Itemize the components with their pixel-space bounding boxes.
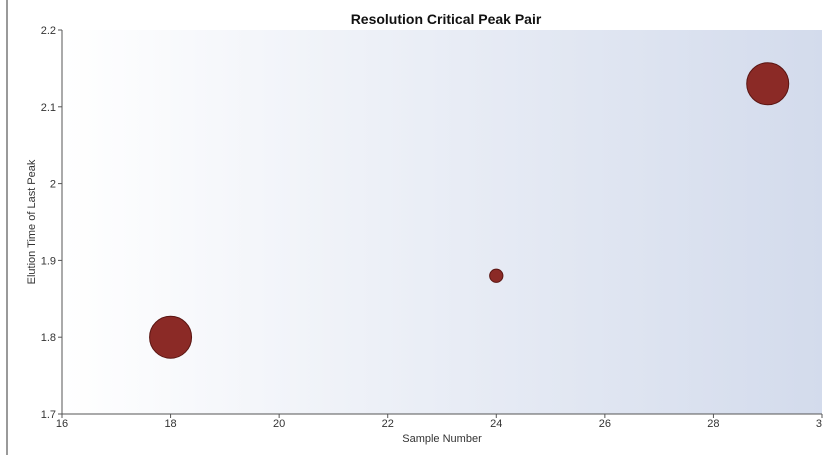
y-tick-label: 1.9	[41, 255, 56, 267]
x-tick-label: 26	[599, 418, 611, 430]
window-left-border	[6, 0, 8, 455]
bubble-point[interactable]	[149, 315, 193, 359]
bubble-point[interactable]	[489, 268, 504, 283]
x-tick-label: 22	[382, 418, 394, 430]
bubble-point[interactable]	[746, 62, 790, 106]
x-tick-label: 20	[273, 418, 285, 430]
y-tick-label: 2	[50, 179, 56, 191]
x-tick-label: 16	[56, 418, 68, 430]
y-axis-title: Elution Time of Last Peak	[26, 159, 38, 284]
x-tick-label: 28	[707, 418, 719, 430]
y-tick-label: 2.2	[41, 25, 56, 37]
plot-area	[62, 30, 822, 414]
y-tick-label: 2.1	[41, 102, 56, 114]
y-tick-label: 1.8	[41, 332, 56, 344]
x-axis-title: Sample Number	[402, 433, 482, 445]
y-tick-label: 1.7	[41, 409, 56, 421]
x-tick-label: 3	[816, 418, 822, 430]
x-tick-label: 18	[164, 418, 176, 430]
chart-title: Resolution Critical Peak Pair	[351, 11, 542, 27]
x-tick-label: 24	[490, 418, 502, 430]
